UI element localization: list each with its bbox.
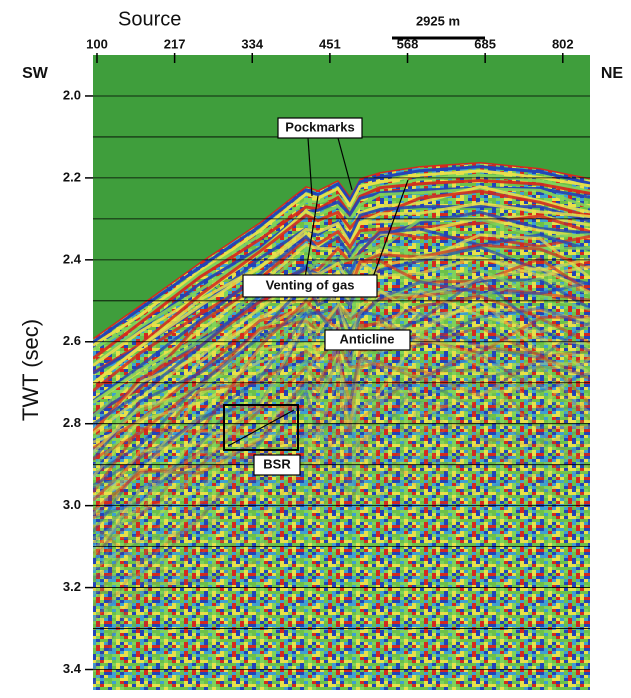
y-tick-label: 2.2 bbox=[63, 169, 81, 184]
left-label: SW bbox=[22, 65, 49, 82]
annotations bbox=[223, 117, 411, 476]
seismic-reflector bbox=[93, 276, 590, 469]
seismic-reflector bbox=[93, 315, 590, 540]
seismic-reflector bbox=[93, 361, 590, 622]
seismic-reflector bbox=[93, 431, 590, 623]
seismic-reflector bbox=[93, 401, 590, 595]
y-tick-label: 2.8 bbox=[63, 415, 81, 430]
x-tick-label: 802 bbox=[552, 36, 574, 51]
seismic-reflector bbox=[93, 165, 590, 344]
x-tick-label: 334 bbox=[241, 36, 263, 51]
seismic-reflector bbox=[93, 352, 590, 546]
seismic-reflector bbox=[93, 169, 590, 347]
x-tick-label: 451 bbox=[319, 36, 341, 51]
seismic-reflector bbox=[93, 354, 590, 565]
seismic-image bbox=[93, 55, 590, 690]
seismic-reflector bbox=[93, 376, 590, 578]
seismic-reflector bbox=[93, 359, 590, 565]
seismic-reflector bbox=[93, 349, 590, 555]
seismic-reflector bbox=[93, 396, 590, 582]
seismic-reflector bbox=[93, 233, 590, 433]
seismic-reflector bbox=[93, 314, 590, 489]
seismic-reflector bbox=[93, 338, 590, 520]
right-label: NE bbox=[601, 65, 624, 82]
y-tick-label: 3.0 bbox=[63, 497, 81, 512]
annotation: Pockmarks bbox=[285, 119, 354, 134]
seismic-reflector bbox=[93, 348, 590, 558]
seismic-reflector bbox=[93, 298, 590, 516]
y-tick-label: 3.2 bbox=[63, 579, 81, 594]
scale-bar-label: 2925 m bbox=[416, 13, 460, 28]
seismic-reflector bbox=[93, 229, 590, 416]
x-axis-label: Source bbox=[118, 8, 181, 30]
x-tick-label: 568 bbox=[397, 36, 419, 51]
seismic-reflector bbox=[93, 391, 590, 600]
seismic-reflector bbox=[93, 392, 590, 541]
seismic-reflector bbox=[93, 178, 590, 360]
annotation: Venting of gas bbox=[266, 277, 355, 292]
seismic-reflector bbox=[93, 422, 590, 672]
seismic-reflector bbox=[93, 214, 590, 393]
y-tick-label: 2.0 bbox=[63, 87, 81, 102]
seismic-reflector bbox=[93, 383, 590, 634]
seismic-reflector bbox=[93, 393, 590, 595]
x-tick-label: 100 bbox=[86, 36, 108, 51]
x-tick-label: 685 bbox=[474, 36, 496, 51]
seismic-reflector bbox=[93, 189, 590, 375]
seismic-reflector bbox=[93, 436, 590, 689]
seismic-reflector bbox=[93, 400, 590, 634]
seismic-reflector bbox=[93, 227, 590, 417]
seismic-reflector bbox=[93, 288, 590, 478]
annotation: Anticline bbox=[340, 331, 395, 346]
seismic-reflector bbox=[93, 368, 590, 566]
seismic-reflector bbox=[93, 331, 590, 571]
seismic-reflector bbox=[93, 325, 590, 512]
x-tick-label: 217 bbox=[164, 36, 186, 51]
y-axis-label: TWT (sec) bbox=[18, 319, 43, 421]
seismic-reflector bbox=[93, 201, 590, 386]
y-tick-label: 2.6 bbox=[63, 333, 81, 348]
seismic-reflector bbox=[93, 443, 590, 670]
y-tick-label: 2.4 bbox=[63, 251, 82, 266]
y-tick-label: 3.4 bbox=[63, 661, 82, 676]
seismic-reflector bbox=[93, 210, 590, 403]
annotation: BSR bbox=[263, 456, 291, 471]
seismic-reflector bbox=[93, 404, 590, 584]
